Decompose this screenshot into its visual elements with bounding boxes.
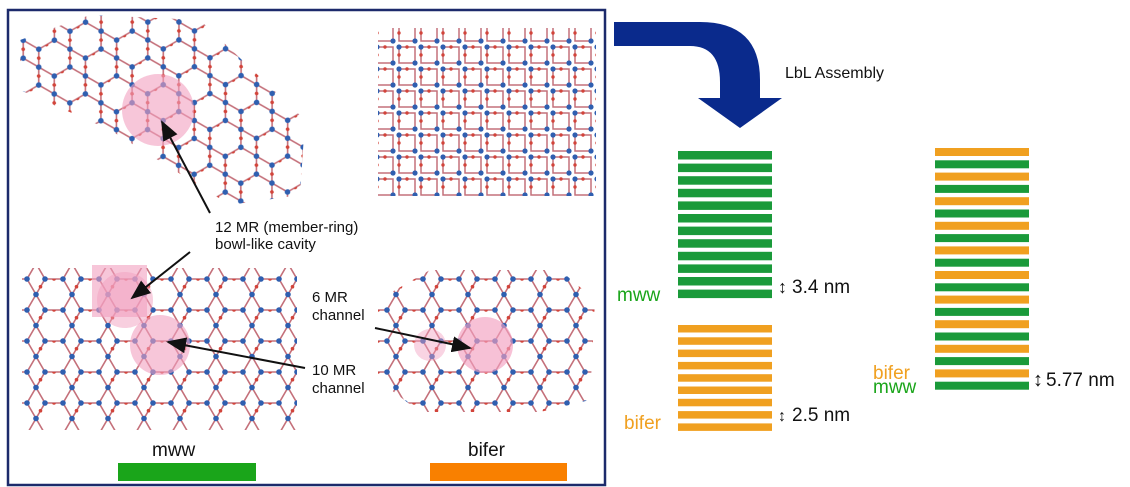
layer-stripe xyxy=(935,307,1029,316)
layer-stripe xyxy=(935,357,1029,366)
layer-stripe xyxy=(678,151,772,160)
layer-stripe xyxy=(678,251,772,261)
pointer-arrow xyxy=(130,251,191,300)
channel-highlight xyxy=(130,315,190,375)
stack-label: bifer xyxy=(873,363,911,384)
channel-highlight xyxy=(457,317,513,373)
stack-label: mww xyxy=(617,285,661,306)
layer-stripe xyxy=(935,344,1029,353)
layer-stripe xyxy=(678,325,772,333)
layer-stripe xyxy=(935,221,1029,230)
layer-stripe xyxy=(935,184,1029,193)
spacing-label: 2.5 nm xyxy=(792,405,850,426)
layer-stripe xyxy=(678,226,772,236)
assembly-arrow xyxy=(614,22,782,128)
channel-highlight xyxy=(414,329,446,361)
layer-stripe xyxy=(935,320,1029,329)
layer-stripe xyxy=(935,234,1029,243)
svg-text:↕: ↕ xyxy=(778,277,787,297)
mww-label: mww xyxy=(152,440,196,461)
svg-text:↕: ↕ xyxy=(1033,369,1043,391)
layer-stripe xyxy=(678,239,772,248)
pointer-arrow xyxy=(161,120,211,214)
layer-stripe xyxy=(678,176,772,185)
layer-stripe xyxy=(678,349,772,358)
layer-stripe xyxy=(678,374,772,382)
layer-stripe xyxy=(935,246,1029,255)
layer-stripe xyxy=(678,201,772,210)
bifer-label: bifer xyxy=(468,440,506,461)
layer-stripe xyxy=(935,148,1029,156)
channel-label: channel xyxy=(312,307,365,324)
pointer-arrow xyxy=(374,327,472,353)
svg-text:↕: ↕ xyxy=(778,408,786,425)
layer-stripe xyxy=(678,214,772,223)
cavity-label: bowl-like cavity xyxy=(215,236,316,253)
layer-stripe xyxy=(935,271,1029,279)
layer-stripe xyxy=(935,332,1029,341)
channel-label: 6 MR xyxy=(312,289,348,306)
layer-stripe xyxy=(678,337,772,345)
layer-stripe xyxy=(678,398,772,407)
layer-stripe xyxy=(935,369,1029,378)
layer-stripe xyxy=(935,209,1029,218)
layer-stripe xyxy=(678,423,772,431)
bifer-lattice-top xyxy=(378,28,596,196)
channel-label: channel xyxy=(312,380,365,397)
cavity-label: 12 MR (member-ring) xyxy=(215,219,358,236)
bifer-swatch xyxy=(430,463,567,481)
channel-label: 10 MR xyxy=(312,362,356,379)
layer-stripe xyxy=(935,258,1029,267)
layer-stripe xyxy=(678,264,772,273)
mww-swatch xyxy=(118,463,256,481)
layer-stripe xyxy=(935,197,1029,206)
pointer-arrow xyxy=(166,337,306,369)
cavity-highlight xyxy=(122,74,194,146)
spacing-label: 3.4 nm xyxy=(792,277,850,298)
layer-stripe xyxy=(678,289,772,299)
assembly-label: LbL Assembly xyxy=(785,65,884,82)
layer-stripe xyxy=(935,160,1029,169)
layer-stripe xyxy=(678,386,772,394)
layer-stripe xyxy=(678,411,772,419)
spacing-label: 5.77 nm xyxy=(1046,370,1115,391)
layer-stripe xyxy=(935,381,1029,390)
layer-stripe xyxy=(678,361,772,370)
layer-stripe xyxy=(935,283,1029,292)
layer-stripe xyxy=(678,277,772,286)
layer-stripe xyxy=(678,163,772,173)
layer-stripe xyxy=(678,188,772,198)
layer-stripe xyxy=(935,295,1029,304)
stack-label: bifer xyxy=(624,413,662,434)
stack-label: mww xyxy=(873,377,917,398)
layer-stripe xyxy=(935,172,1029,181)
